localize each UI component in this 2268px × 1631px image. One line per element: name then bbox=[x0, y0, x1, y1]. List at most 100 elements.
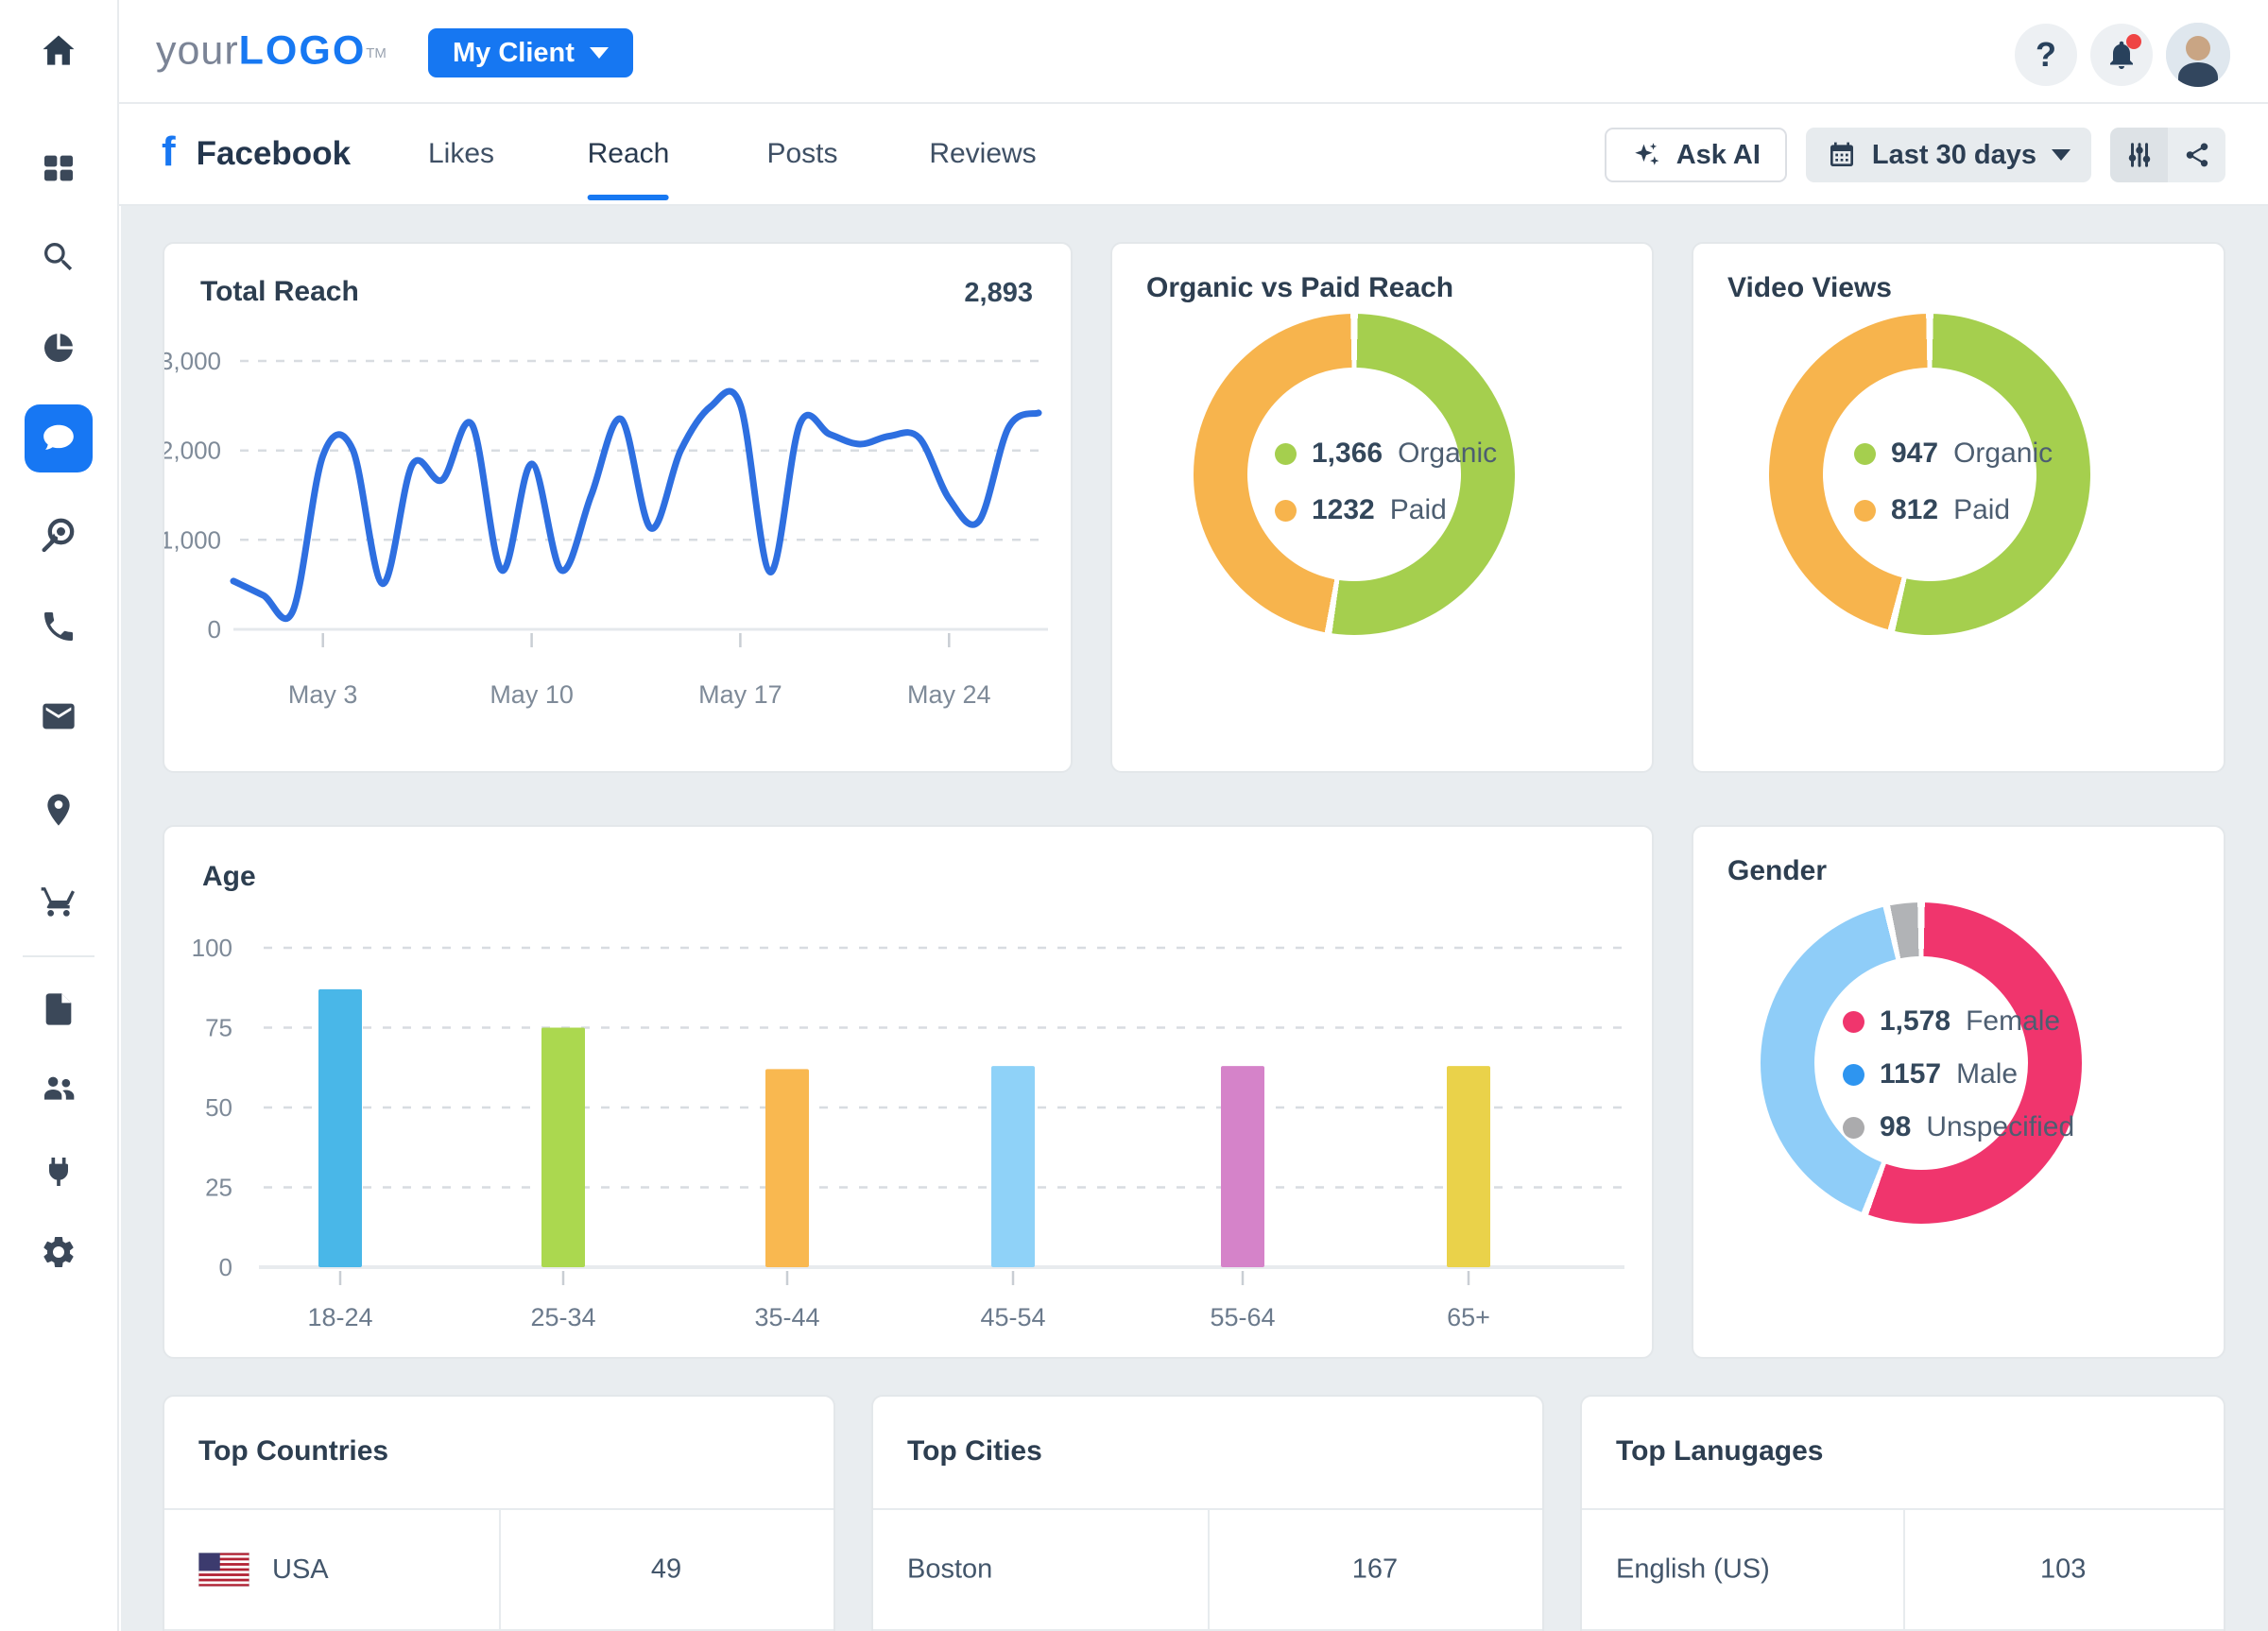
logo-prefix: your bbox=[156, 27, 239, 74]
age-bar-18-24 bbox=[318, 988, 362, 1267]
bar-chart-svg: 0 25 50 75 100 18-24 25-34 35-44 45-54 55-64 65+ bbox=[192, 934, 1624, 1331]
logo-main: LOGO bbox=[238, 27, 367, 74]
legend-value: 1232 bbox=[1312, 494, 1375, 525]
share-button[interactable] bbox=[2168, 128, 2225, 182]
table-divider bbox=[873, 1508, 1542, 1510]
card-title: Video Views bbox=[1727, 272, 1892, 303]
sidebar-item-grid[interactable] bbox=[40, 149, 77, 187]
filter-sliders-button[interactable] bbox=[2110, 128, 2168, 182]
calendar-icon bbox=[1830, 142, 1853, 166]
age-card: 0 25 50 75 100 18-24 25-34 35-44 45-54 55-64 65+ A… bbox=[163, 825, 1654, 1359]
total-reach-card: 0 1,000 2,000 3,000 May 3 May 10 May 17 May 24 … bbox=[163, 242, 1073, 773]
legend-value: 98 bbox=[1880, 1111, 1912, 1142]
y-axis-label: 3,000 bbox=[164, 347, 221, 375]
date-range-button[interactable]: Last 30 days bbox=[1805, 128, 2091, 182]
table-title: Top Countries bbox=[198, 1435, 389, 1467]
topbar-actions: ? bbox=[2015, 23, 2230, 87]
legend-dot-icon bbox=[1854, 499, 1876, 522]
donut-legend: 1,366 Organic 1232 Paid bbox=[1275, 438, 1497, 526]
y-axis-label: 100 bbox=[192, 934, 232, 962]
help-button[interactable]: ? bbox=[2015, 24, 2077, 86]
sliders-icon bbox=[2128, 143, 2150, 167]
table-cell-value: 49 bbox=[650, 1554, 682, 1585]
sidebar-item-document[interactable] bbox=[40, 990, 77, 1028]
topbar: yourLOGOTM My Client ? bbox=[0, 0, 2268, 102]
sidebar-item-pie-chart[interactable] bbox=[40, 329, 77, 367]
usa-flag-icon bbox=[198, 1553, 249, 1587]
sidebar-item-target[interactable] bbox=[40, 515, 77, 553]
table-divider bbox=[873, 1629, 1542, 1631]
legend-label: Paid bbox=[1389, 494, 1447, 525]
table-cell-label: English (US) bbox=[1616, 1554, 1770, 1586]
sparkle-icon bbox=[1634, 143, 1659, 165]
chevron-down-icon bbox=[2052, 149, 2070, 161]
ask-ai-button[interactable]: Ask AI bbox=[1604, 128, 1787, 182]
avatar-image bbox=[2166, 23, 2230, 87]
card-title: Age bbox=[202, 861, 256, 892]
notifications-button[interactable] bbox=[2090, 24, 2153, 86]
legend-dot-icon bbox=[1843, 1063, 1864, 1086]
row-label: Boston bbox=[907, 1554, 993, 1585]
sidebar-item-home[interactable] bbox=[38, 30, 79, 72]
table-divider bbox=[1582, 1508, 2224, 1510]
sidebar-item-shopping-cart[interactable] bbox=[40, 882, 77, 919]
bell-icon bbox=[2110, 41, 2133, 69]
card-title: Organic vs Paid Reach bbox=[1146, 272, 1454, 303]
flag-icon bbox=[198, 1553, 249, 1587]
sidebar-item-search[interactable] bbox=[40, 238, 77, 276]
x-axis-label: May 17 bbox=[698, 680, 782, 709]
tab-label: Likes bbox=[427, 138, 495, 169]
y-axis-label: 0 bbox=[208, 615, 221, 644]
chevron-down-icon bbox=[589, 47, 609, 59]
legend-row-paid: 1232 Paid bbox=[1275, 494, 1497, 526]
y-axis-label: 50 bbox=[205, 1093, 232, 1122]
legend-label: Male bbox=[1956, 1058, 2019, 1090]
y-axis-label: 75 bbox=[205, 1014, 232, 1042]
topbar-divider bbox=[0, 102, 2268, 104]
tab-likes[interactable]: Likes bbox=[428, 104, 494, 204]
sidebar-divider bbox=[23, 955, 94, 957]
report-tabbar: f Facebook Likes Reach Posts Reviews Ask AI… bbox=[119, 104, 2268, 204]
sidebar-item-gear[interactable] bbox=[40, 1233, 77, 1271]
tab-reach[interactable]: Reach bbox=[588, 104, 669, 204]
table-cell-label: Boston bbox=[907, 1554, 992, 1586]
sidebar-item-envelope[interactable] bbox=[40, 697, 77, 735]
table-row: English (US) 103 bbox=[1582, 1510, 2224, 1629]
video-views-donut bbox=[1769, 314, 2090, 635]
legend-row-organic: 947 Organic bbox=[1854, 438, 2053, 470]
age-bar-65+ bbox=[1447, 1066, 1490, 1267]
age-bar-35-44 bbox=[765, 1069, 809, 1267]
notification-badge bbox=[2126, 34, 2141, 49]
sidebar-item-users[interactable] bbox=[40, 1070, 77, 1107]
tab-posts[interactable]: Posts bbox=[766, 104, 837, 204]
network-label: Facebook bbox=[196, 135, 352, 172]
age-bar-45-54 bbox=[991, 1066, 1035, 1267]
x-axis-label: May 3 bbox=[288, 680, 358, 709]
card-title: Total Reach bbox=[200, 276, 359, 307]
user-avatar[interactable] bbox=[2166, 23, 2230, 87]
legend-dot-icon bbox=[1275, 442, 1297, 465]
sidebar-item-phone[interactable] bbox=[40, 608, 77, 645]
age-bar-25-34 bbox=[541, 1027, 585, 1267]
legend-dot-icon bbox=[1843, 1010, 1864, 1033]
x-axis-label: 35-44 bbox=[754, 1303, 819, 1331]
sidebar-item-plug[interactable] bbox=[40, 1153, 77, 1191]
table-column-divider bbox=[499, 1510, 501, 1629]
sidebar-item-chat[interactable] bbox=[25, 404, 93, 472]
card-title: Gender bbox=[1727, 855, 1828, 886]
active-tab-underline bbox=[588, 195, 669, 200]
table-column-divider bbox=[1902, 1510, 1905, 1629]
donut-legend: 947 Organic 812 Paid bbox=[1854, 438, 2053, 526]
legend-value: 812 bbox=[1891, 494, 1939, 525]
sidebar-item-location-pin[interactable] bbox=[40, 791, 77, 829]
client-selector-button[interactable]: My Client bbox=[428, 28, 633, 77]
legend-label: Unspecified bbox=[1926, 1111, 2075, 1142]
x-axis-label: 45-54 bbox=[980, 1303, 1045, 1331]
legend-value: 1157 bbox=[1880, 1058, 1942, 1090]
tab-reviews[interactable]: Reviews bbox=[929, 104, 1036, 204]
network-brand[interactable]: f Facebook bbox=[162, 131, 352, 175]
rail-divider bbox=[117, 0, 119, 1631]
tab-label: Posts bbox=[766, 138, 838, 169]
y-axis-label: 2,000 bbox=[164, 437, 221, 465]
